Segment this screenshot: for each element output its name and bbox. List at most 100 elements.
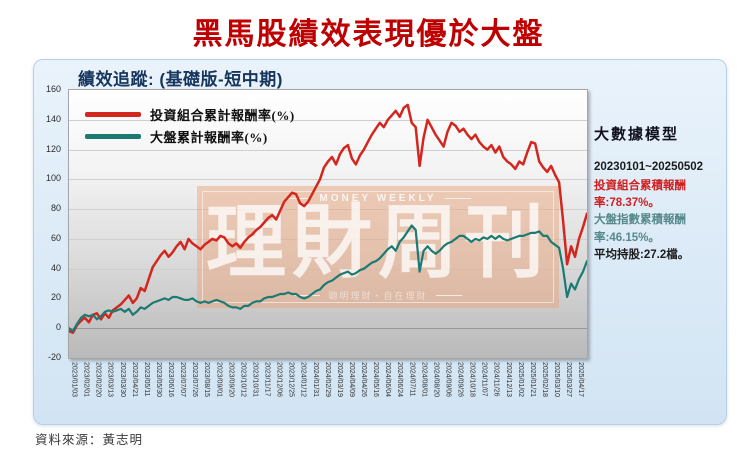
legend-swatch xyxy=(85,133,141,139)
watermark-top-text: MONEY WEEKLY xyxy=(319,193,437,204)
model-info-title: 大數據模型 xyxy=(594,126,680,143)
page-title: 黑馬股績效表現優於大盤 xyxy=(192,18,545,51)
portfolio-return-text: 投資組合累積報酬率:78.37%。 xyxy=(594,179,686,209)
watermark-dash-right2 xyxy=(435,295,462,296)
series-line-portfolio xyxy=(69,103,587,334)
x-tick-label: 2023/12/25 xyxy=(287,362,295,398)
x-tick-label: 2024/11/26 xyxy=(492,362,500,397)
x-tick-cell: 2023/03/13 xyxy=(104,360,116,422)
x-tick-label: 2025/01/02 xyxy=(516,362,524,398)
x-tick-label: 2023/02/01 xyxy=(82,362,90,398)
x-tick-cell: 2023/08/15 xyxy=(201,360,213,422)
x-tick-label: 2025/03/10 xyxy=(553,362,561,398)
x-tick-cell: 2023/07/26 xyxy=(189,360,201,422)
watermark: MONEY WEEKLY 理財周刊 聰明理財・自在理財 xyxy=(197,186,559,308)
x-tick-cell: 2023/05/30 xyxy=(152,360,164,422)
legend-label: 投資組合累計報酬率(%) xyxy=(150,107,295,123)
x-tick-cell: 2023/12/06 xyxy=(273,360,285,422)
gridline xyxy=(69,179,587,181)
x-tick-label: 2023/12/06 xyxy=(275,362,283,398)
x-tick-label: 2023/10/31 xyxy=(251,362,259,398)
x-tick-label: 2025/04/17 xyxy=(577,362,585,398)
plot-area: MONEY WEEKLY 理財周刊 聰明理財・自在理財 投資組合累計報酬率(%)… xyxy=(68,89,588,359)
x-tick-label: 2024/09/06 xyxy=(444,362,452,398)
x-tick-label: 2023/08/15 xyxy=(203,362,211,398)
x-tick-cell: 2023/02/20 xyxy=(92,360,104,422)
series-svg xyxy=(69,103,587,334)
x-tick-cell: 2023/03/30 xyxy=(116,360,128,422)
x-tick-cell: 2024/09/26 xyxy=(454,360,466,422)
x-tick-cell: 2023/06/16 xyxy=(165,360,177,422)
x-tick-label: 2023/07/07 xyxy=(179,362,187,398)
x-tick-cell: 2024/12/13 xyxy=(502,360,514,422)
x-tick-label: 2024/03/19 xyxy=(335,362,343,398)
x-tick-cell: 2023/04/21 xyxy=(128,360,140,422)
x-tick-label: 2023/11/17 xyxy=(263,362,271,397)
x-tick-label: 2023/01/03 xyxy=(70,362,78,398)
x-tick-cell: 2023/10/12 xyxy=(237,360,249,422)
x-tick-cell: 2023/09/20 xyxy=(225,360,237,422)
x-tick-label: 2025/03/27 xyxy=(565,362,573,398)
x-tick-label: 2023/10/12 xyxy=(239,362,247,398)
x-tick-label: 2024/08/01 xyxy=(420,362,428,398)
x-tick-cell: 2024/01/12 xyxy=(297,360,309,422)
legend-row: 投資組合累計報酬率(%) xyxy=(85,106,295,123)
x-tick-label: 2024/07/11 xyxy=(408,362,416,397)
x-tick-cell: 2024/08/20 xyxy=(430,360,442,422)
model-info-period: 20230101~20250502 xyxy=(594,160,704,173)
chart-header: 績效追蹤: (基礎版-短中期) xyxy=(78,70,283,89)
model-info: 大數據模型 20230101~20250502 投資組合累積報酬率:78.37%… xyxy=(594,124,724,264)
x-axis-labels: 2023/01/03 2023/02/01 2023/02/20 2023/03/13… xyxy=(68,360,587,422)
watermark-dash-right xyxy=(444,198,471,199)
x-tick-cell: 2024/09/06 xyxy=(442,360,454,422)
legend-row: 大盤累計報酬率(%) xyxy=(85,128,295,145)
x-tick-cell: 2024/06/04 xyxy=(382,360,394,422)
y-tick-label: 100 xyxy=(45,173,61,184)
x-tick-cell: 2024/04/26 xyxy=(358,360,370,422)
x-tick-label: 2024/05/16 xyxy=(372,362,380,398)
watermark-main-text: 理財周刊 xyxy=(206,200,550,288)
x-tick-cell: 2024/06/24 xyxy=(394,360,406,422)
x-tick-label: 2024/04/26 xyxy=(360,362,368,398)
gridline xyxy=(69,149,587,151)
x-tick-label: 2024/01/12 xyxy=(299,362,307,398)
x-tick-cell: 2024/07/11 xyxy=(406,360,418,422)
x-tick-cell: 2023/05/11 xyxy=(140,360,152,422)
y-tick-label: 40 xyxy=(50,262,61,273)
x-tick-cell: 2023/12/25 xyxy=(285,360,297,422)
data-source: 資料來源：黃志明 xyxy=(35,433,144,447)
x-tick-label: 2024/06/04 xyxy=(384,362,392,398)
x-tick-label: 2024/10/18 xyxy=(468,362,476,398)
legend-swatch xyxy=(85,111,141,117)
x-tick-cell: 2025/02/18 xyxy=(538,360,550,422)
x-tick-label: 2024/04/09 xyxy=(347,362,355,398)
x-tick-label: 2023/09/20 xyxy=(227,362,235,398)
average-holdings-text: 平均持股:27.2檔。 xyxy=(594,248,690,261)
x-tick-label: 2023/03/30 xyxy=(118,362,126,398)
series-line-market xyxy=(69,224,587,333)
watermark-dash-left2 xyxy=(294,295,321,296)
x-tick-cell: 2024/10/18 xyxy=(466,360,478,422)
x-tick-label: 2023/09/01 xyxy=(215,362,223,398)
watermark-slogan: 聰明理財・自在理財 xyxy=(328,291,428,301)
x-tick-label: 2024/12/13 xyxy=(504,362,512,398)
x-tick-cell: 2024/05/16 xyxy=(370,360,382,422)
x-tick-cell: 2024/08/01 xyxy=(418,360,430,422)
legend: 投資組合累計報酬率(%) 大盤累計報酬率(%) xyxy=(85,106,295,145)
x-tick-cell: 2024/02/29 xyxy=(321,360,333,422)
x-tick-label: 2023/06/16 xyxy=(167,362,175,398)
x-tick-label: 2023/03/13 xyxy=(106,362,114,398)
watermark-bottom: 聰明理財・自在理財 xyxy=(197,289,559,302)
x-tick-cell: 2023/09/01 xyxy=(213,360,225,422)
x-tick-cell: 2024/03/19 xyxy=(333,360,345,422)
x-tick-cell: 2024/11/07 xyxy=(478,360,490,422)
y-tick-label: 0 xyxy=(55,322,61,333)
x-tick-label: 2023/07/26 xyxy=(191,362,199,398)
x-tick-label: 2024/02/29 xyxy=(323,362,331,398)
x-tick-cell: 2025/03/10 xyxy=(551,360,563,422)
x-tick-label: 2024/08/20 xyxy=(432,362,440,398)
x-tick-cell: 2025/01/21 xyxy=(526,360,538,422)
x-tick-label: 2023/02/20 xyxy=(94,362,102,398)
x-tick-label: 2023/04/21 xyxy=(130,362,138,398)
x-tick-cell: 2023/01/03 xyxy=(68,360,80,422)
